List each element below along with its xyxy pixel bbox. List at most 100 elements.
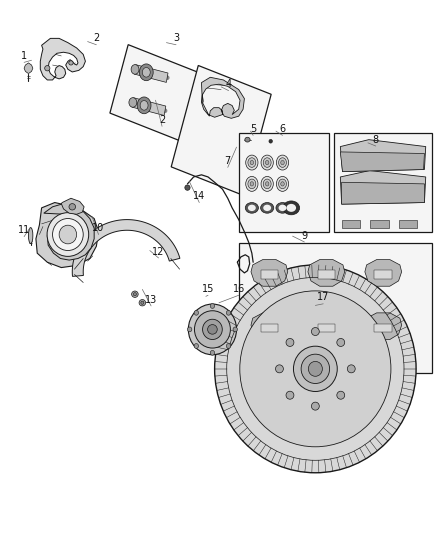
Text: 9: 9 [301,231,307,240]
Text: 5: 5 [250,124,256,134]
Ellipse shape [276,176,289,191]
Ellipse shape [246,155,258,170]
Ellipse shape [281,160,284,165]
Ellipse shape [347,365,355,373]
Bar [334,133,432,232]
Ellipse shape [337,391,345,399]
Ellipse shape [69,61,73,65]
Polygon shape [134,64,168,83]
Polygon shape [72,220,180,277]
Ellipse shape [53,219,83,251]
Bar [239,133,328,232]
Ellipse shape [240,291,391,447]
Ellipse shape [246,176,258,191]
Ellipse shape [142,68,150,77]
Polygon shape [261,324,278,332]
Polygon shape [340,171,426,204]
Ellipse shape [276,365,283,373]
Polygon shape [308,260,345,286]
Ellipse shape [131,291,138,297]
Polygon shape [40,38,85,80]
Ellipse shape [248,179,256,189]
Polygon shape [318,270,335,279]
Ellipse shape [210,351,215,355]
Text: 14: 14 [193,191,205,201]
Ellipse shape [263,205,271,211]
Ellipse shape [311,402,319,410]
Ellipse shape [308,361,322,376]
Ellipse shape [210,304,215,308]
Ellipse shape [245,137,250,142]
Ellipse shape [194,311,230,348]
Ellipse shape [261,176,273,191]
Ellipse shape [301,354,330,384]
Ellipse shape [194,310,198,315]
Text: 7: 7 [225,156,231,166]
Ellipse shape [233,327,237,332]
Polygon shape [201,77,244,118]
Ellipse shape [265,182,269,186]
Ellipse shape [245,203,258,213]
Ellipse shape [279,205,286,211]
Polygon shape [340,152,424,172]
Ellipse shape [293,346,337,391]
Text: 17: 17 [317,293,329,302]
Text: 11: 11 [18,225,30,235]
Ellipse shape [286,391,294,399]
Text: 13: 13 [145,295,157,304]
Ellipse shape [45,66,50,71]
Ellipse shape [276,203,289,213]
Polygon shape [110,45,201,142]
Ellipse shape [269,140,272,143]
Ellipse shape [137,97,151,114]
Ellipse shape [311,327,319,336]
Text: 12: 12 [152,247,165,256]
Polygon shape [171,66,271,196]
Polygon shape [374,324,392,332]
Polygon shape [24,63,33,74]
Ellipse shape [276,155,289,170]
Ellipse shape [194,344,198,349]
Bar [239,243,432,373]
Ellipse shape [250,182,254,186]
Ellipse shape [202,319,222,340]
Polygon shape [44,204,94,260]
Ellipse shape [69,204,76,210]
Polygon shape [342,182,424,204]
Ellipse shape [248,158,256,167]
Polygon shape [342,220,360,228]
Text: 15: 15 [202,284,214,294]
Polygon shape [365,260,402,286]
Ellipse shape [141,301,144,304]
Ellipse shape [250,160,254,165]
Polygon shape [308,313,345,340]
Ellipse shape [28,228,33,244]
Ellipse shape [281,182,284,186]
Ellipse shape [187,327,192,332]
Polygon shape [370,220,389,228]
Polygon shape [318,324,335,332]
Polygon shape [399,220,417,228]
Polygon shape [251,313,288,340]
Ellipse shape [226,344,231,349]
Text: 3: 3 [173,34,179,43]
Ellipse shape [279,158,286,167]
Polygon shape [340,140,426,172]
Ellipse shape [283,201,300,215]
Polygon shape [251,260,288,286]
Text: 2: 2 [93,34,99,43]
Text: 8: 8 [373,135,379,144]
Ellipse shape [265,160,269,165]
Ellipse shape [139,64,153,80]
Ellipse shape [337,338,345,346]
Ellipse shape [129,98,137,107]
Ellipse shape [263,179,271,189]
Text: 10: 10 [92,223,105,233]
Text: 16: 16 [233,284,245,294]
Polygon shape [365,313,402,340]
Polygon shape [261,270,278,279]
Polygon shape [61,198,84,214]
Ellipse shape [59,225,77,244]
Ellipse shape [261,203,274,213]
Ellipse shape [261,155,273,170]
